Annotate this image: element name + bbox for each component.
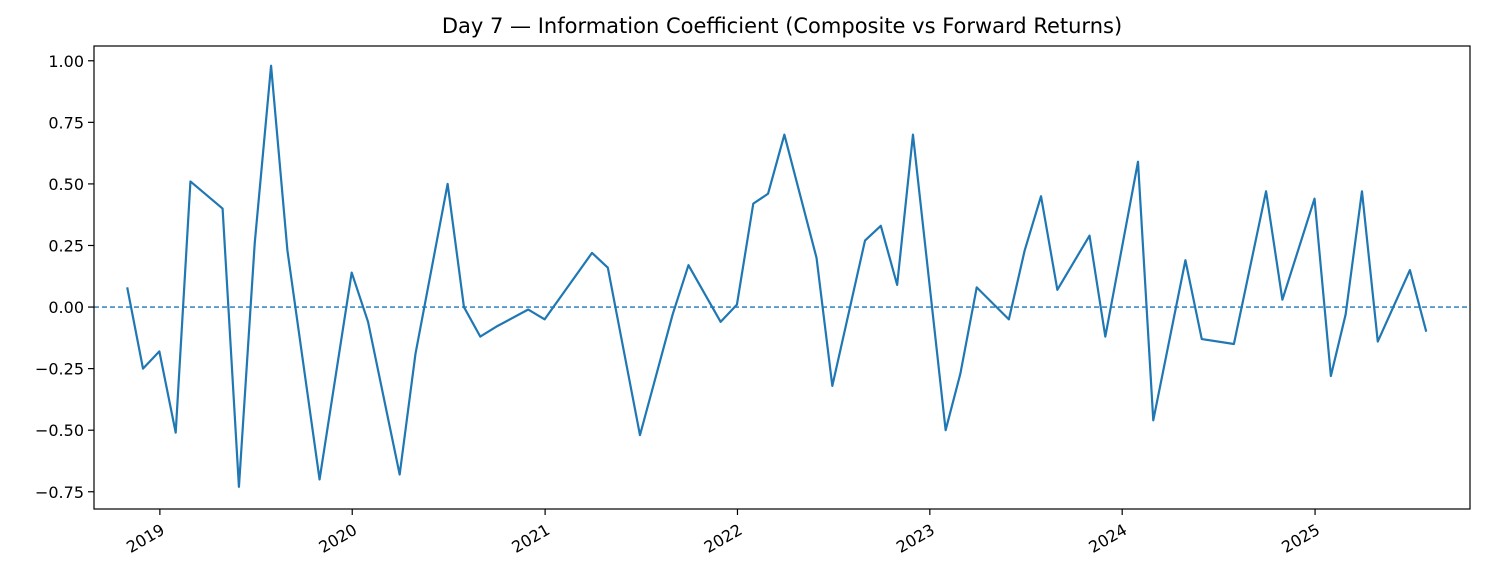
ic-series-line <box>126 64 1428 488</box>
chart-title: Day 7 — Information Coefficient (Composi… <box>442 14 1122 38</box>
y-tick-label: 0.75 <box>48 113 84 132</box>
plot-area <box>94 64 1470 488</box>
y-tick-label: −0.50 <box>35 421 84 440</box>
x-tick-label: 2024 <box>1085 520 1130 557</box>
y-tick-label: 0.00 <box>48 298 84 317</box>
x-tick-label: 2020 <box>315 520 360 557</box>
axes-frame <box>93 45 1471 510</box>
x-tick-label: 2019 <box>123 520 168 557</box>
x-tick-label: 2021 <box>508 520 553 557</box>
y-tick-label: 0.50 <box>48 175 84 194</box>
x-tick-label: 2022 <box>701 520 746 557</box>
y-tick-label: −0.25 <box>35 360 84 379</box>
y-tick-label: 1.00 <box>48 52 84 71</box>
y-tick-label: −0.75 <box>35 483 84 502</box>
x-tick-label: 2025 <box>1278 520 1323 557</box>
y-tick-label: 0.25 <box>48 236 84 255</box>
x-tick-label: 2023 <box>893 520 938 557</box>
